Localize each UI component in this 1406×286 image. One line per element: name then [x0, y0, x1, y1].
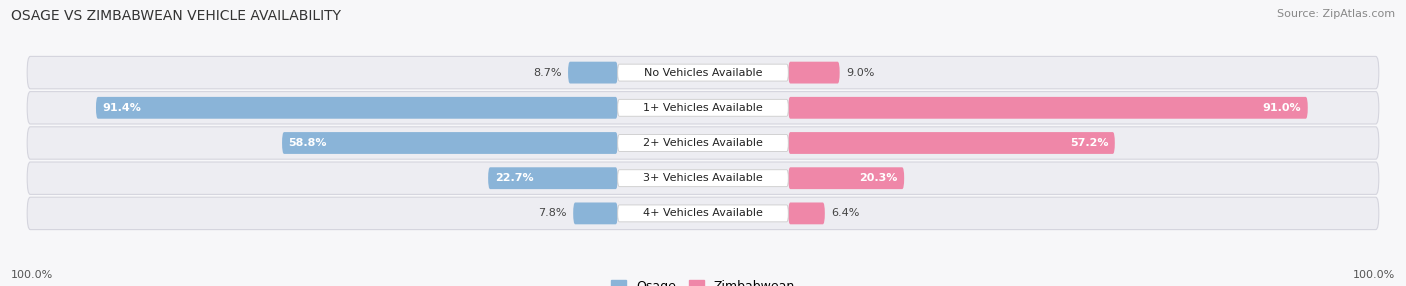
- FancyBboxPatch shape: [27, 197, 1379, 230]
- FancyBboxPatch shape: [789, 62, 839, 84]
- FancyBboxPatch shape: [789, 167, 904, 189]
- FancyBboxPatch shape: [789, 97, 1308, 119]
- FancyBboxPatch shape: [27, 127, 1379, 159]
- Text: 91.4%: 91.4%: [103, 103, 142, 113]
- Legend: Osage, Zimbabwean: Osage, Zimbabwean: [606, 275, 800, 286]
- FancyBboxPatch shape: [568, 62, 617, 84]
- FancyBboxPatch shape: [617, 64, 789, 81]
- FancyBboxPatch shape: [617, 205, 789, 222]
- Text: 6.4%: 6.4%: [831, 208, 859, 219]
- Text: 9.0%: 9.0%: [846, 67, 875, 78]
- FancyBboxPatch shape: [789, 202, 825, 224]
- Text: 1+ Vehicles Available: 1+ Vehicles Available: [643, 103, 763, 113]
- FancyBboxPatch shape: [27, 92, 1379, 124]
- FancyBboxPatch shape: [27, 56, 1379, 89]
- Text: 2+ Vehicles Available: 2+ Vehicles Available: [643, 138, 763, 148]
- FancyBboxPatch shape: [789, 132, 1115, 154]
- FancyBboxPatch shape: [574, 202, 617, 224]
- Text: 57.2%: 57.2%: [1070, 138, 1108, 148]
- FancyBboxPatch shape: [617, 99, 789, 116]
- Text: Source: ZipAtlas.com: Source: ZipAtlas.com: [1277, 9, 1395, 19]
- FancyBboxPatch shape: [283, 132, 617, 154]
- Text: 4+ Vehicles Available: 4+ Vehicles Available: [643, 208, 763, 219]
- Text: 22.7%: 22.7%: [495, 173, 533, 183]
- Text: 7.8%: 7.8%: [538, 208, 567, 219]
- Text: 100.0%: 100.0%: [1353, 270, 1395, 280]
- Text: 91.0%: 91.0%: [1263, 103, 1301, 113]
- Text: 20.3%: 20.3%: [859, 173, 897, 183]
- FancyBboxPatch shape: [27, 162, 1379, 194]
- FancyBboxPatch shape: [488, 167, 617, 189]
- Text: 100.0%: 100.0%: [11, 270, 53, 280]
- Text: OSAGE VS ZIMBABWEAN VEHICLE AVAILABILITY: OSAGE VS ZIMBABWEAN VEHICLE AVAILABILITY: [11, 9, 342, 23]
- Text: 8.7%: 8.7%: [533, 67, 561, 78]
- Text: 3+ Vehicles Available: 3+ Vehicles Available: [643, 173, 763, 183]
- FancyBboxPatch shape: [617, 170, 789, 187]
- FancyBboxPatch shape: [617, 134, 789, 152]
- Text: 58.8%: 58.8%: [288, 138, 328, 148]
- Text: No Vehicles Available: No Vehicles Available: [644, 67, 762, 78]
- FancyBboxPatch shape: [96, 97, 617, 119]
